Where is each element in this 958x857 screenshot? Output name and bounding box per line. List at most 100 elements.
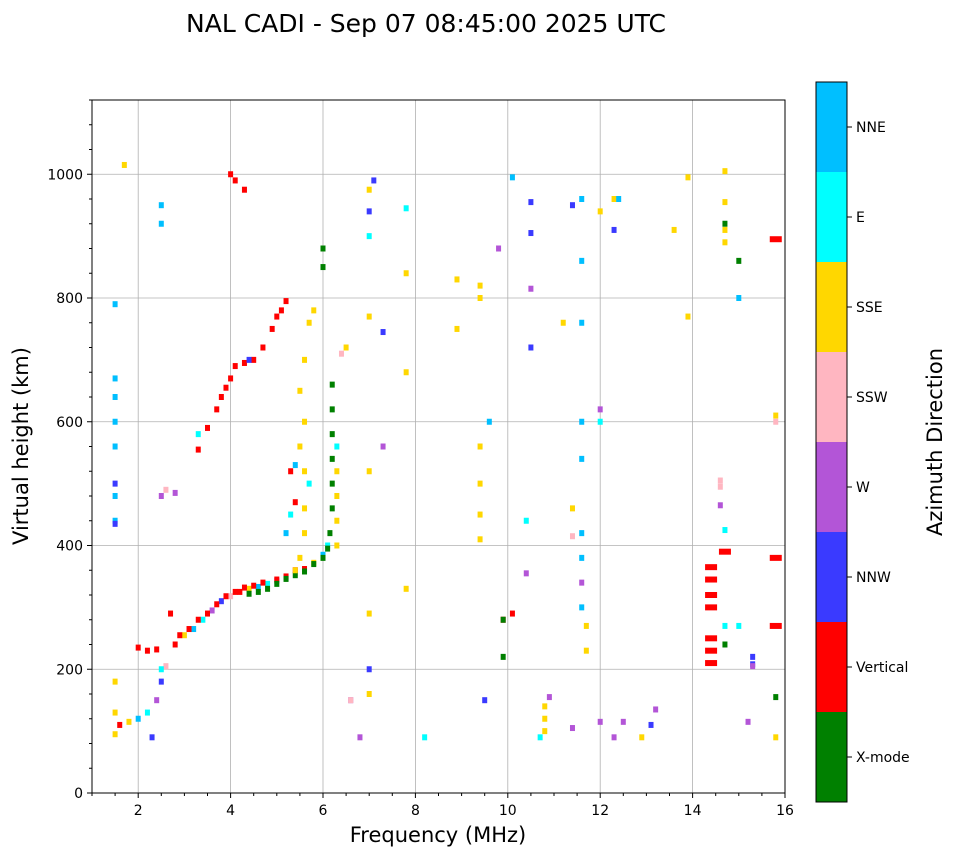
echo-point (597, 208, 603, 215)
echo-point (769, 236, 782, 243)
series-o-trace-lower (117, 542, 331, 728)
echo-point (329, 480, 335, 487)
echo-point (246, 585, 252, 592)
colorbar-label-w: W (856, 480, 870, 496)
echo-point (112, 443, 118, 450)
echo-point (717, 502, 723, 509)
echo-point (214, 406, 220, 413)
echo-point (228, 375, 234, 382)
y-axis-label: Virtual height (km) (9, 347, 33, 545)
echo-point (579, 554, 585, 561)
echo-point (685, 313, 691, 320)
echo-point (769, 622, 782, 629)
series-sse-echoes (112, 161, 779, 741)
echo-point (135, 715, 141, 722)
echo-point (477, 443, 483, 450)
echo-point (579, 530, 585, 537)
echo-point (288, 511, 294, 518)
echo-point (371, 177, 377, 184)
echo-point (528, 199, 534, 206)
echo-point (348, 697, 354, 704)
echo-point (403, 205, 409, 212)
echo-point (246, 590, 252, 597)
echo-point (223, 593, 229, 600)
y-tick-label: 600 (56, 415, 83, 431)
echo-point (191, 626, 197, 633)
echo-point (569, 533, 575, 540)
echo-point (773, 694, 779, 701)
colorbar-segment (816, 352, 847, 442)
x-tick-label: 4 (226, 803, 235, 819)
echo-point (306, 480, 312, 487)
echo-point (542, 715, 548, 722)
echo-point (528, 344, 534, 351)
echo-point (579, 579, 585, 586)
echo-point (195, 616, 201, 623)
echo-point (583, 622, 589, 629)
series-ssw-echoes (163, 350, 779, 704)
colorbar: X-mode Vertical NNW W SSW SSE E NNE (815, 81, 910, 803)
echo-point (112, 678, 118, 685)
echo-point (705, 604, 718, 611)
echo-point (334, 468, 340, 475)
echo-point (579, 319, 585, 326)
echo-point (366, 610, 372, 617)
echo-point (292, 567, 298, 574)
echo-point (705, 635, 718, 642)
series-w-echoes (158, 245, 756, 741)
echo-point (773, 734, 779, 741)
echo-point (292, 572, 298, 579)
echo-point (422, 734, 428, 741)
echo-point (241, 186, 247, 193)
echo-point (579, 257, 585, 264)
y-tick-label: 1000 (47, 167, 83, 183)
echo-point (685, 174, 691, 181)
echo-point (311, 561, 317, 568)
echo-point (482, 697, 488, 704)
echo-point (255, 583, 261, 590)
x-tick-label: 8 (411, 803, 420, 819)
echo-point (486, 418, 492, 425)
colorbar-label-nne: NNE (856, 120, 886, 136)
echo-point (477, 282, 483, 289)
colorbar-frame (815, 81, 848, 803)
echo-point (121, 161, 127, 168)
echo-point (773, 412, 779, 419)
echo-point (288, 468, 294, 475)
y-tick-label: 800 (56, 291, 83, 307)
echo-point (537, 734, 543, 741)
echo-point (265, 580, 271, 587)
echo-point (265, 585, 271, 592)
echo-point (403, 270, 409, 277)
echo-point (717, 483, 723, 490)
echo-point (112, 375, 118, 382)
x-axis-ticks: 2 4 6 8 10 12 14 16 (91, 793, 794, 819)
echo-point (112, 517, 118, 524)
echo-point (334, 542, 340, 549)
echo-point (611, 226, 617, 233)
echo-point (154, 697, 160, 704)
colorbar-segment (816, 622, 847, 712)
echo-point (205, 424, 210, 431)
echo-point (112, 520, 118, 527)
echo-point (496, 245, 502, 252)
echo-point (366, 233, 372, 240)
echo-point (705, 592, 718, 598)
echo-point (302, 418, 308, 425)
echo-point (366, 666, 372, 673)
x-tick-label: 16 (776, 803, 794, 819)
echo-point (251, 356, 257, 363)
echo-point (769, 554, 782, 561)
colorbar-segment (816, 712, 847, 802)
echo-point (251, 582, 257, 589)
echo-point (325, 545, 331, 552)
echo-point (112, 394, 118, 400)
series-vertical-echoes (135, 171, 782, 667)
echo-point (546, 694, 552, 701)
echo-point (274, 576, 280, 583)
echo-point (232, 588, 238, 595)
echo-point (403, 369, 409, 376)
echo-point (158, 678, 164, 685)
echo-point (639, 734, 645, 741)
